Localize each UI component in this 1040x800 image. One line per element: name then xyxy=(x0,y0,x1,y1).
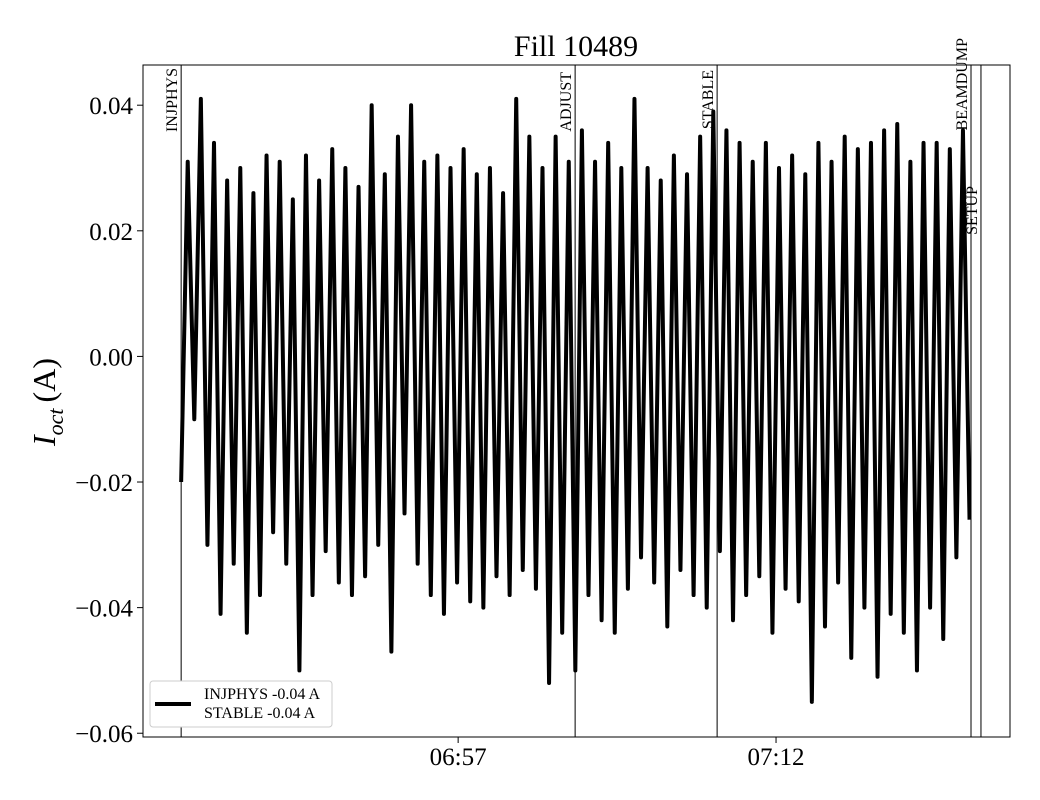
legend-label: INJPHYS -0.04 A xyxy=(204,686,320,703)
event-label: SETUP xyxy=(964,186,981,235)
x-tick-label: 06:57 xyxy=(430,744,487,771)
event-label: INJPHYS xyxy=(164,68,181,132)
plot-frame xyxy=(142,64,1011,738)
event-label: STABLE xyxy=(700,70,717,129)
event-label: ADJUST xyxy=(558,72,575,132)
y-axis-label: Ioct (A) xyxy=(26,358,68,447)
y-tick-label: 0.02 xyxy=(89,219,133,246)
legend-label: STABLE -0.04 A xyxy=(204,705,316,722)
y-tick-label: 0.04 xyxy=(89,93,133,120)
y-label-symbol: I xyxy=(26,434,62,447)
y-tick-label: −0.02 xyxy=(75,470,133,497)
legend-box xyxy=(149,680,333,728)
y-label-subscript: oct xyxy=(43,408,68,436)
y-label-unit: (A) xyxy=(26,358,62,402)
y-tick-label: 0.00 xyxy=(89,344,133,371)
event-label: BEAMDUMP xyxy=(954,38,971,131)
y-tick-label: −0.04 xyxy=(75,596,133,623)
x-tick-label: 07:12 xyxy=(748,744,805,771)
y-tick-label: −0.06 xyxy=(75,721,133,748)
chart-title: Fill 10489 xyxy=(514,30,638,63)
